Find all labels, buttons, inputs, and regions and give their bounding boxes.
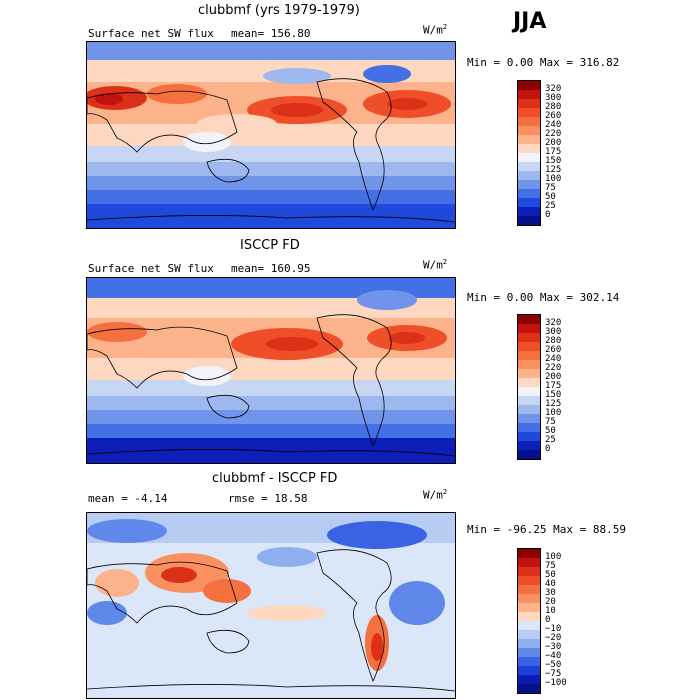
panel-3-colorbar-tick: −10 <box>545 624 562 634</box>
panel-2-colorbar-tick: 175 <box>545 381 562 391</box>
panel-1-variable-label: Surface net SW flux <box>88 27 214 40</box>
panel-2-colorbar-tick: 300 <box>545 327 562 337</box>
panel-1-colorbar-tick: 320 <box>545 84 562 94</box>
panel-3-colorbar-tick: −20 <box>545 633 562 643</box>
panel-2-colorbar-tick: 0 <box>545 444 551 454</box>
panel-1-colorbar-tick: 260 <box>545 111 562 121</box>
panel-2-colorbar-tick: 50 <box>545 426 556 436</box>
panel-3-colorbar-tick: −40 <box>545 651 562 661</box>
panel-2-colorbar-tick: 150 <box>545 390 562 400</box>
panel-1-colorbar-tick: 240 <box>545 120 562 130</box>
panel-2-mean: mean= 160.95 <box>231 262 311 275</box>
panel-1-colorbar-tick: 100 <box>545 174 562 184</box>
panel-2-colorbar-tick: 240 <box>545 354 562 364</box>
panel-3-units: W/m2 <box>423 488 448 502</box>
panel-3-colorbar-tick: −100 <box>545 678 567 688</box>
panel-2-colorbar-tick: 220 <box>545 363 562 373</box>
panel-3-colorbar-tick: 10 <box>545 606 556 616</box>
panel-1-map <box>86 41 456 229</box>
panel-2-colorbar-tick: 75 <box>545 417 556 427</box>
panel-3-title: clubbmf - ISCCP FD <box>212 471 338 486</box>
panel-3-mean: mean = -4.14 <box>88 492 168 505</box>
panel-1-units: W/m2 <box>423 23 448 37</box>
panel-2-colorbar <box>517 314 541 460</box>
panel-1-colorbar-tick: 150 <box>545 156 562 166</box>
panel-1-minmax: Min = 0.00 Max = 316.82 <box>467 56 620 69</box>
panel-3-colorbar-tick: −75 <box>545 669 562 679</box>
panel-2-map <box>86 277 456 464</box>
panel-1-colorbar-tick: 125 <box>545 165 562 175</box>
panel-2-colorbar-tick: 125 <box>545 399 562 409</box>
panel-1-colorbar-tick: 220 <box>545 129 562 139</box>
panel-1-colorbar-tick: 280 <box>545 102 562 112</box>
panel-1-colorbar-tick: 75 <box>545 183 556 193</box>
panel-1-colorbar-tick: 175 <box>545 147 562 157</box>
panel-1-title: clubbmf (yrs 1979-1979) <box>198 3 360 18</box>
panel-3-colorbar-tick: −50 <box>545 660 562 670</box>
panel-3-colorbar-tick: 75 <box>545 561 556 571</box>
panel-3-minmax: Min = -96.25 Max = 88.59 <box>467 523 626 536</box>
panel-3-colorbar-tick: −30 <box>545 642 562 652</box>
panel-2-title: ISCCP FD <box>240 238 300 253</box>
season-label: JJA <box>513 9 547 34</box>
panel-2-minmax: Min = 0.00 Max = 302.14 <box>467 291 620 304</box>
panel-1-colorbar <box>517 80 541 226</box>
panel-1-colorbar-tick: 300 <box>545 93 562 103</box>
panel-3-map <box>86 512 456 699</box>
panel-3-colorbar-tick: 40 <box>545 579 556 589</box>
panel-2-variable-label: Surface net SW flux <box>88 262 214 275</box>
panel-1-colorbar-tick: 0 <box>545 210 551 220</box>
panel-3-colorbar-tick: 20 <box>545 597 556 607</box>
panel-3-colorbar <box>517 548 541 694</box>
panel-3-colorbar-tick: 0 <box>545 615 551 625</box>
panel-3-colorbar-tick: 50 <box>545 570 556 580</box>
panel-2-colorbar-tick: 260 <box>545 345 562 355</box>
panel-3-rmse: rmse = 18.58 <box>228 492 308 505</box>
panel-3-colorbar-tick: 30 <box>545 588 556 598</box>
panel-2-colorbar-tick: 280 <box>545 336 562 346</box>
panel-2-colorbar-tick: 320 <box>545 318 562 328</box>
panel-1-colorbar-tick: 25 <box>545 201 556 211</box>
panel-2-colorbar-tick: 200 <box>545 372 562 382</box>
panel-2-units: W/m2 <box>423 258 448 272</box>
panel-1-colorbar-tick: 50 <box>545 192 556 202</box>
panel-1-mean: mean= 156.80 <box>231 27 311 40</box>
panel-1-colorbar-tick: 200 <box>545 138 562 148</box>
panel-2-colorbar-tick: 100 <box>545 408 562 418</box>
panel-3-colorbar-tick: 100 <box>545 552 562 562</box>
panel-2-colorbar-tick: 25 <box>545 435 556 445</box>
